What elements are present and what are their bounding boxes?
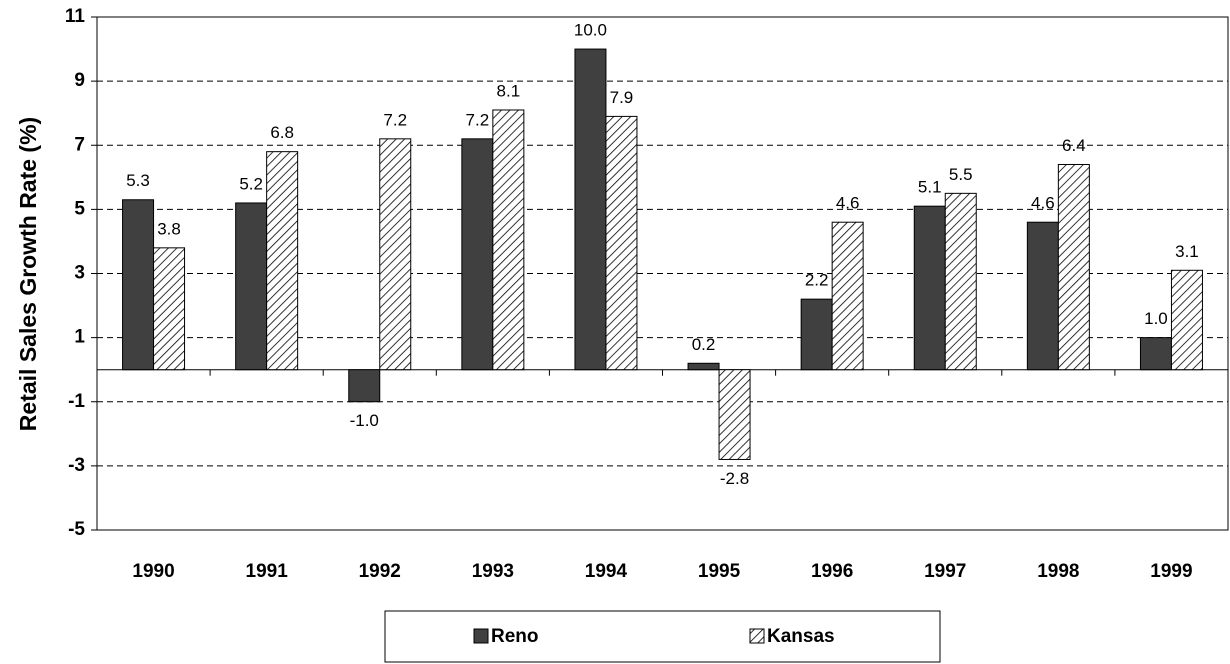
value-label: 4.6 [836, 194, 860, 213]
y-tick-label: 3 [74, 263, 85, 284]
x-tick-label: 1996 [811, 561, 853, 582]
bar [574, 48, 607, 371]
value-label: 3.1 [1175, 242, 1199, 261]
x-tick-label: 1991 [246, 561, 289, 582]
bar [1170, 269, 1203, 371]
value-label: 10.0 [574, 21, 607, 40]
bar [266, 151, 299, 371]
value-label: 2.2 [805, 271, 829, 290]
bar [687, 362, 720, 371]
value-label: 4.6 [1031, 194, 1055, 213]
bar [348, 369, 381, 403]
x-tick-label: 1997 [924, 561, 966, 582]
value-label: 5.2 [239, 174, 263, 193]
bar [1026, 221, 1059, 371]
value-label: -1.0 [350, 411, 379, 430]
bar [379, 138, 412, 371]
y-tick-label: -5 [68, 519, 85, 540]
legend-box [384, 610, 941, 663]
x-tick-label: 1990 [132, 561, 174, 582]
value-label: 7.9 [610, 88, 634, 107]
bar [944, 192, 977, 371]
x-tick-label: 1992 [359, 561, 401, 582]
bar [800, 298, 833, 371]
value-label: 6.8 [270, 123, 294, 142]
x-tick-label: 1993 [472, 561, 514, 582]
value-label: 3.8 [157, 219, 181, 238]
bar [492, 109, 525, 371]
legend-label: Reno [491, 626, 539, 647]
y-tick-label: 9 [74, 70, 85, 91]
value-label: 5.5 [949, 165, 973, 184]
legend-swatch [473, 628, 489, 644]
value-label: 5.1 [918, 178, 942, 197]
value-label: 5.3 [126, 171, 150, 190]
value-label: 0.2 [692, 335, 716, 354]
bar [1139, 337, 1172, 371]
x-tick-label: 1998 [1037, 561, 1079, 582]
bar [831, 221, 864, 371]
value-label: 1.0 [1144, 309, 1168, 328]
legend-label: Kansas [767, 626, 835, 647]
value-label: 6.4 [1062, 136, 1086, 155]
value-label: 8.1 [497, 81, 521, 100]
y-tick-label: 11 [65, 6, 86, 27]
x-tick-label: 1995 [698, 561, 741, 582]
bar [718, 369, 751, 460]
y-tick-label: -1 [68, 391, 85, 412]
bar [153, 247, 186, 371]
bar [235, 202, 268, 371]
value-label: 7.2 [383, 110, 407, 129]
y-tick-label: 5 [74, 198, 85, 219]
y-axis-label: Retail Sales Growth Rate (%) [15, 117, 41, 431]
bar [1057, 163, 1090, 371]
bar [122, 199, 155, 371]
y-tick-label: 1 [74, 327, 85, 348]
y-tick-label: -3 [68, 455, 85, 476]
value-label: 7.2 [466, 110, 490, 129]
y-tick-label: 7 [74, 134, 85, 155]
bar [461, 138, 494, 371]
value-label: -2.8 [720, 469, 749, 488]
bar [913, 205, 946, 371]
plot-frame [96, 16, 1229, 531]
x-tick-label: 1994 [585, 561, 628, 582]
legend-swatch [749, 628, 765, 644]
bar [605, 115, 638, 371]
x-tick-label: 1999 [1150, 561, 1192, 582]
